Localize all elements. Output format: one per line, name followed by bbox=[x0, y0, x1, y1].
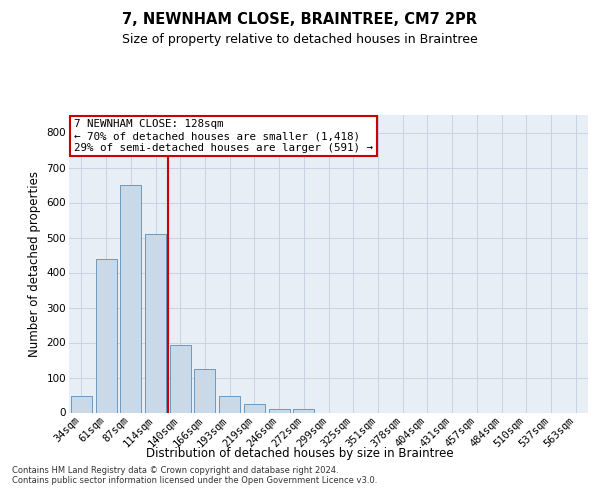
Bar bbox=[71, 396, 92, 412]
Text: Contains HM Land Registry data © Crown copyright and database right 2024.
Contai: Contains HM Land Registry data © Crown c… bbox=[12, 466, 377, 485]
Bar bbox=[293, 409, 314, 412]
Bar bbox=[219, 396, 240, 412]
Bar bbox=[145, 234, 166, 412]
Bar bbox=[95, 259, 116, 412]
Text: 7 NEWNHAM CLOSE: 128sqm
← 70% of detached houses are smaller (1,418)
29% of semi: 7 NEWNHAM CLOSE: 128sqm ← 70% of detache… bbox=[74, 120, 373, 152]
Bar bbox=[194, 369, 215, 412]
Text: Size of property relative to detached houses in Braintree: Size of property relative to detached ho… bbox=[122, 32, 478, 46]
Bar bbox=[120, 184, 141, 412]
Y-axis label: Number of detached properties: Number of detached properties bbox=[28, 171, 41, 357]
Text: Distribution of detached houses by size in Braintree: Distribution of detached houses by size … bbox=[146, 448, 454, 460]
Bar bbox=[244, 404, 265, 412]
Bar bbox=[170, 345, 191, 412]
Bar bbox=[269, 409, 290, 412]
Text: 7, NEWNHAM CLOSE, BRAINTREE, CM7 2PR: 7, NEWNHAM CLOSE, BRAINTREE, CM7 2PR bbox=[122, 12, 478, 28]
